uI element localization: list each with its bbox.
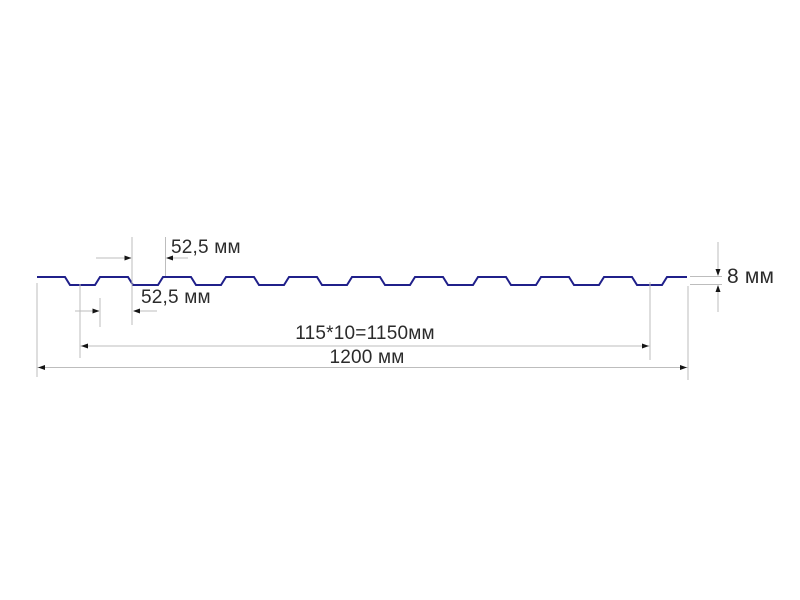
- arrow-top52-left: [124, 255, 132, 261]
- arrow-1150-right: [642, 343, 649, 349]
- arrow-height-down: [715, 269, 721, 276]
- dim-label-rib-top: 52,5 мм: [171, 237, 241, 258]
- arrow-bottom52-right: [133, 308, 140, 314]
- arrow-1200-right: [680, 365, 687, 370]
- arrow-bottom52-left: [92, 308, 100, 314]
- arrow-top52-right: [166, 255, 173, 261]
- arrow-1200-left: [38, 365, 45, 370]
- dim-label-rib-bottom: 52,5 мм: [141, 287, 211, 308]
- arrow-height-up: [715, 285, 721, 292]
- dimension-arrows: [38, 255, 721, 370]
- arrow-1150-left: [81, 343, 88, 349]
- dim-label-overall-width: 1200 мм: [329, 347, 405, 368]
- dim-label-height: 8 мм: [727, 265, 775, 288]
- dimension-lines: [36, 237, 722, 380]
- sheet-profile-outline: [37, 276, 687, 286]
- dim-label-pitch-total: 115*10=1150мм: [295, 323, 435, 344]
